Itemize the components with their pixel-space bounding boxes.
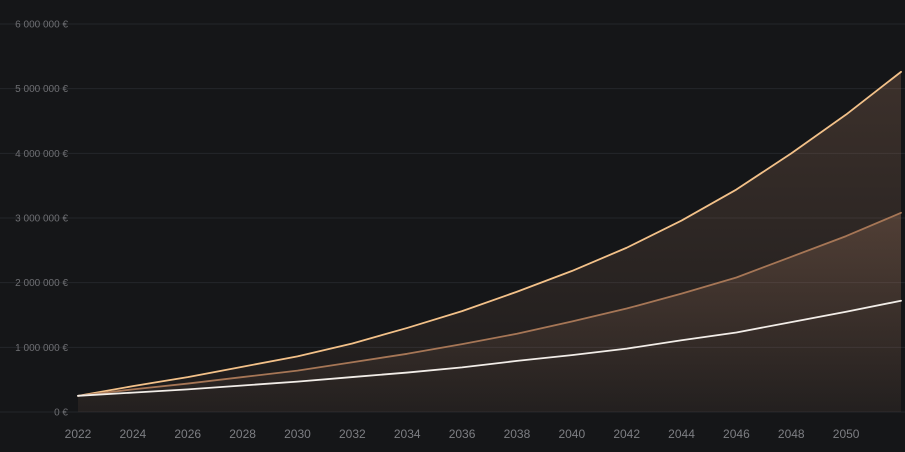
- x-tick-label: 2022: [65, 427, 92, 441]
- area-fill-middle: [78, 212, 901, 412]
- series-lines: [77, 70, 902, 397]
- x-tick-label: 2046: [723, 427, 750, 441]
- y-tick-label: 5 000 000 €: [15, 84, 68, 95]
- series-line-middle: [77, 211, 902, 397]
- y-tick-label: 6 000 000 €: [15, 20, 68, 31]
- x-tick-label: 2032: [339, 427, 366, 441]
- y-tick-label: 4 000 000 €: [15, 149, 68, 160]
- x-tick-label: 2028: [229, 427, 256, 441]
- area-fills: [78, 71, 901, 412]
- y-tick-label: 3 000 000 €: [15, 214, 68, 225]
- x-tick-label: 2042: [613, 427, 640, 441]
- y-tick-label: 2 000 000 €: [15, 278, 68, 289]
- y-tick-label: 0 €: [54, 408, 68, 419]
- grid-lines: [0, 23, 905, 413]
- y-tick-label: 1 000 000 €: [15, 343, 68, 354]
- series-line-upper: [77, 70, 902, 397]
- x-tick-label: 2044: [668, 427, 695, 441]
- x-tick-label: 2034: [394, 427, 421, 441]
- y-axis-labels: 0 € 1 000 000 € 2 000 000 € 3 000 000 € 4 00…: [15, 20, 68, 419]
- x-axis-labels: 2022 2024 2026 2028 2030 2032 2034 2036 2038 2040…: [65, 427, 860, 441]
- x-tick-label: 2050: [833, 427, 860, 441]
- series-line-lower: [77, 299, 902, 397]
- x-tick-label: 2040: [558, 427, 585, 441]
- x-tick-label: 2036: [449, 427, 476, 441]
- x-tick-label: 2030: [284, 427, 311, 441]
- x-tick-label: 2038: [504, 427, 531, 441]
- x-tick-label: 2026: [174, 427, 201, 441]
- x-tick-label: 2024: [120, 427, 147, 441]
- x-tick-label: 2048: [778, 427, 805, 441]
